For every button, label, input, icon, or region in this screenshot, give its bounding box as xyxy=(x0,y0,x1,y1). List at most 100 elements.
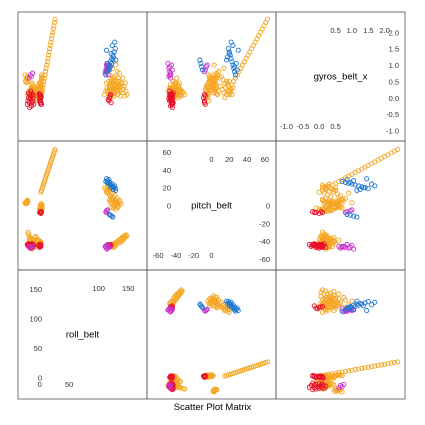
data-point xyxy=(108,100,114,106)
data-point xyxy=(328,206,334,212)
data-point xyxy=(311,242,317,248)
data-point xyxy=(113,62,119,68)
data-point xyxy=(323,383,329,389)
scatter-panel-pitch_belt-vs-roll_belt xyxy=(146,269,277,400)
tick-label: 0.5 xyxy=(330,26,340,35)
data-point xyxy=(354,187,360,193)
data-point xyxy=(109,196,115,202)
data-point xyxy=(337,193,344,199)
data-point xyxy=(346,368,352,374)
data-point xyxy=(167,88,173,94)
data-point xyxy=(30,92,36,98)
data-point xyxy=(43,65,49,71)
data-point xyxy=(169,105,175,111)
data-point xyxy=(201,374,207,380)
tick-label: -20 xyxy=(188,251,199,260)
data-point xyxy=(30,83,36,89)
data-point xyxy=(323,288,329,294)
tick-label: 100 xyxy=(29,314,42,323)
data-point xyxy=(210,387,216,393)
data-point xyxy=(359,365,365,371)
data-point xyxy=(29,80,35,86)
tick-label: 40 xyxy=(243,155,251,164)
data-point xyxy=(37,210,43,216)
data-point xyxy=(326,181,332,187)
data-point xyxy=(319,210,326,216)
data-point xyxy=(106,67,112,73)
data-point xyxy=(329,243,335,249)
data-point xyxy=(365,299,371,305)
tick-label: -1.0 xyxy=(280,122,293,131)
data-point xyxy=(30,243,36,249)
data-point xyxy=(331,289,337,295)
data-point xyxy=(38,243,44,249)
data-point xyxy=(339,178,345,185)
data-point xyxy=(103,47,109,53)
data-point xyxy=(364,176,370,182)
data-point xyxy=(123,88,129,94)
data-point xyxy=(333,297,339,303)
data-point xyxy=(170,83,176,89)
data-point xyxy=(39,73,45,80)
tick-label: 1.0 xyxy=(389,61,399,70)
data-point xyxy=(228,39,234,45)
data-point xyxy=(391,359,398,366)
data-point xyxy=(179,88,185,94)
data-point xyxy=(349,207,355,213)
data-point xyxy=(351,213,357,219)
data-point xyxy=(28,88,34,94)
data-point xyxy=(230,85,236,91)
data-point xyxy=(110,57,116,63)
data-point xyxy=(214,387,220,393)
data-point xyxy=(112,46,118,52)
variable-label-roll_belt: roll_belt xyxy=(66,330,100,341)
data-point xyxy=(168,70,174,76)
data-point xyxy=(319,196,326,202)
data-point xyxy=(328,374,334,380)
points-layer xyxy=(22,16,401,395)
data-point xyxy=(47,42,53,48)
data-point xyxy=(114,199,120,205)
data-point xyxy=(215,91,221,98)
data-point xyxy=(168,375,174,381)
data-point xyxy=(324,237,330,243)
data-point xyxy=(229,59,235,65)
data-point xyxy=(49,33,55,39)
data-point xyxy=(378,362,384,368)
data-point xyxy=(222,80,228,86)
data-point xyxy=(331,292,337,298)
data-point xyxy=(354,301,360,307)
data-point xyxy=(369,302,375,308)
data-point xyxy=(103,189,109,195)
data-point xyxy=(319,374,326,380)
data-point xyxy=(311,303,317,309)
tick-label: 50 xyxy=(34,344,42,353)
data-point xyxy=(113,187,119,193)
data-point xyxy=(30,70,36,76)
data-point xyxy=(224,57,230,63)
data-point xyxy=(385,361,391,367)
chart-title: Scatter Plot Matrix xyxy=(173,402,252,413)
tick-label: 0 xyxy=(167,202,171,211)
tick-label: -1.0 xyxy=(386,127,399,136)
data-point xyxy=(334,202,340,208)
variable-label-pitch_belt: pitch_belt xyxy=(191,201,232,212)
tick-label: -60 xyxy=(153,251,164,260)
data-point xyxy=(224,298,230,304)
tick-label: -40 xyxy=(259,237,270,246)
tick-label: 0.0 xyxy=(389,94,399,103)
data-point xyxy=(341,243,347,249)
data-point xyxy=(214,75,220,81)
data-point xyxy=(347,212,353,218)
data-point xyxy=(168,373,174,379)
data-point xyxy=(344,211,350,217)
data-point xyxy=(346,190,352,196)
data-point xyxy=(382,361,388,367)
data-point xyxy=(331,387,337,393)
data-point xyxy=(178,91,184,98)
tick-label: 100 xyxy=(92,284,105,293)
data-point xyxy=(331,382,337,388)
tick-label: 150 xyxy=(29,285,42,294)
data-point xyxy=(323,232,329,238)
